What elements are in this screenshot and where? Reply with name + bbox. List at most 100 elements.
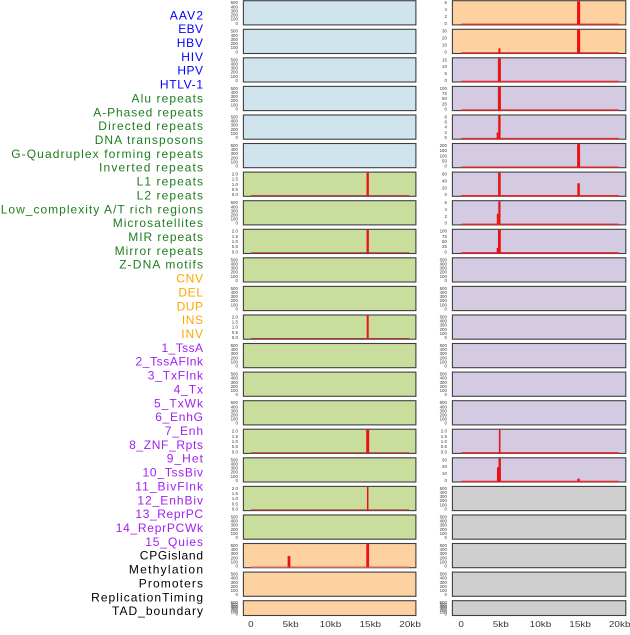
svg-text:400: 400 [440,604,448,609]
svg-text:ReplicationTiming: ReplicationTiming [91,590,203,604]
svg-text:0: 0 [235,421,238,426]
svg-text:1.0: 1.0 [232,439,239,444]
svg-text:200: 200 [231,555,239,560]
svg-text:9_Het: 9_Het [167,452,204,466]
svg-text:300: 300 [440,494,448,499]
svg-text:4: 4 [444,7,447,12]
svg-text:100: 100 [231,588,239,593]
svg-text:300: 300 [231,580,239,585]
svg-text:0: 0 [444,192,447,197]
svg-text:200: 200 [231,608,239,613]
svg-text:500: 500 [440,602,448,607]
svg-text:300: 300 [440,323,448,328]
svg-text:400: 400 [231,461,239,466]
svg-text:500: 500 [440,314,448,319]
svg-text:20: 20 [442,36,447,41]
svg-text:400: 400 [440,290,448,295]
svg-text:0: 0 [235,535,238,540]
svg-text:0: 0 [444,421,447,426]
svg-text:400: 400 [440,576,448,581]
svg-text:300: 300 [231,351,239,356]
svg-text:Directed repeats: Directed repeats [98,119,203,133]
svg-text:400: 400 [231,4,239,9]
svg-text:100: 100 [440,302,448,307]
svg-text:Alu repeats: Alu repeats [132,91,204,105]
svg-text:500: 500 [440,572,448,577]
svg-text:400: 400 [231,61,239,66]
svg-text:0: 0 [235,49,238,54]
svg-text:2: 2 [444,14,447,19]
svg-text:50: 50 [442,239,447,244]
svg-text:300: 300 [231,551,239,556]
svg-text:400: 400 [231,547,239,552]
svg-text:600: 600 [231,600,239,605]
svg-text:100: 100 [231,417,239,422]
svg-text:0: 0 [235,592,238,597]
svg-text:50: 50 [442,96,447,101]
svg-text:0: 0 [444,478,447,483]
svg-text:6: 6 [444,0,447,5]
svg-text:0: 0 [235,278,238,283]
svg-text:400: 400 [231,376,239,381]
svg-text:8: 8 [444,114,447,119]
svg-text:2_TssAFlnk: 2_TssAFlnk [136,355,205,369]
svg-text:600: 600 [440,600,448,605]
svg-text:200: 200 [440,412,448,417]
svg-text:0: 0 [444,506,447,511]
svg-text:0.5: 0.5 [232,501,239,506]
svg-text:300: 300 [231,8,239,13]
svg-text:1.5: 1.5 [232,177,239,182]
svg-text:Inverted repeats: Inverted repeats [99,161,203,175]
svg-text:INS: INS [182,313,203,327]
svg-text:5kb: 5kb [283,619,300,629]
svg-text:300: 300 [231,37,239,42]
svg-text:200: 200 [231,70,239,75]
svg-text:200: 200 [440,298,448,303]
svg-text:300: 300 [440,551,448,556]
svg-text:0.0: 0.0 [232,192,239,197]
svg-text:100: 100 [231,474,239,479]
svg-text:300: 300 [231,606,239,611]
svg-text:300: 300 [231,123,239,128]
svg-text:60: 60 [442,172,447,177]
svg-text:EBV: EBV [178,22,203,36]
svg-text:10: 10 [442,471,447,476]
svg-text:300: 300 [440,523,448,528]
svg-text:500: 500 [440,343,448,348]
svg-text:400: 400 [440,261,448,266]
svg-text:100: 100 [440,588,448,593]
svg-text:200: 200 [440,384,448,389]
svg-text:500: 500 [440,543,448,548]
svg-text:25: 25 [442,244,447,249]
svg-text:400: 400 [231,347,239,352]
svg-text:AAV2: AAV2 [170,8,204,22]
svg-text:10: 10 [442,64,447,69]
svg-text:300: 300 [440,580,448,585]
svg-text:0.5: 0.5 [441,444,448,449]
svg-text:200: 200 [440,527,448,532]
svg-text:2: 2 [444,130,447,135]
svg-text:0: 0 [458,619,464,629]
svg-text:400: 400 [231,33,239,38]
svg-text:0: 0 [235,21,238,26]
svg-text:200: 200 [440,327,448,332]
svg-text:0: 0 [235,106,238,111]
svg-text:0: 0 [235,164,238,169]
svg-text:2.0: 2.0 [232,172,239,177]
svg-text:300: 300 [440,294,448,299]
svg-text:500: 500 [440,486,448,491]
svg-text:200: 200 [231,13,239,18]
svg-text:500: 500 [440,514,448,519]
svg-text:2.0: 2.0 [232,229,239,234]
svg-text:400: 400 [440,319,448,324]
svg-text:100: 100 [440,229,448,234]
svg-text:100: 100 [440,153,448,158]
svg-text:200: 200 [231,384,239,389]
svg-text:500: 500 [231,0,239,5]
svg-text:400: 400 [231,90,239,95]
svg-text:400: 400 [231,404,239,409]
svg-text:Microsatellites: Microsatellites [113,216,203,230]
svg-text:400: 400 [231,261,239,266]
svg-text:500: 500 [231,29,239,34]
svg-text:500: 500 [231,602,239,607]
